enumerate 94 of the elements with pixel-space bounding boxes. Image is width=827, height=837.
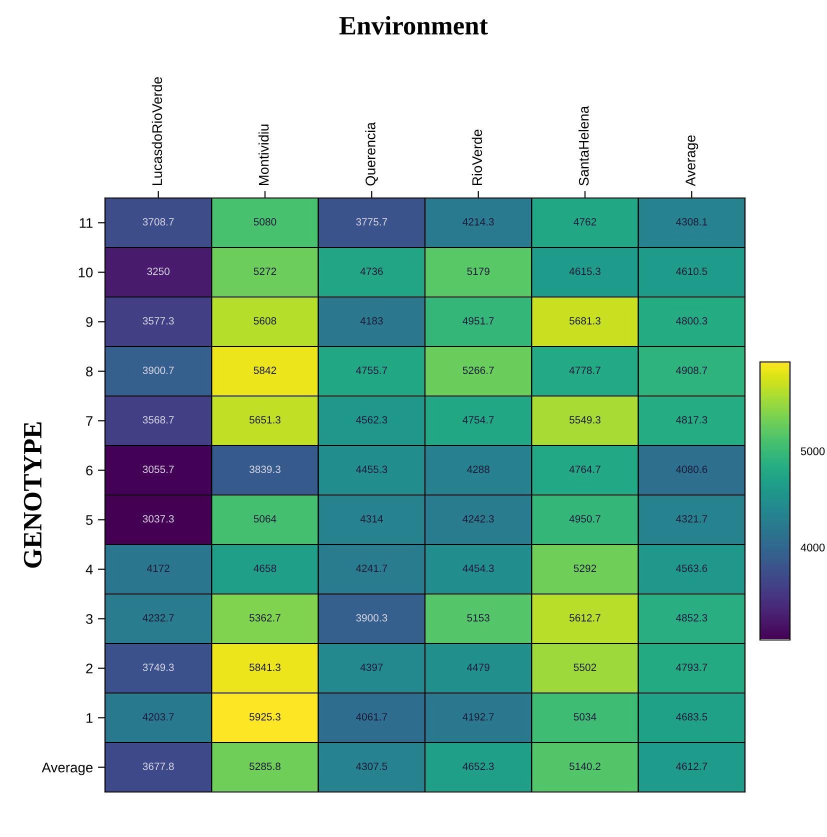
data-label: 4232.7 <box>142 614 174 622</box>
data-label: 3577.3 <box>142 317 174 325</box>
chart-title: Environment <box>339 16 488 35</box>
y-tick-label: 7 <box>86 416 92 426</box>
data-label: 4172 <box>146 564 170 572</box>
data-label: 4061.7 <box>356 713 388 721</box>
data-label: 5502 <box>574 664 596 672</box>
data-label: 4192.7 <box>462 713 494 721</box>
data-label: 5140.2 <box>569 762 600 770</box>
data-label: 3900.7 <box>142 366 174 374</box>
data-label: 4479 <box>466 664 490 672</box>
data-label: 4563.6 <box>676 564 708 572</box>
x-tick-label: LucasdoRioVerde <box>152 77 162 186</box>
data-label: 4951.7 <box>462 317 494 325</box>
data-label: 5681.3 <box>569 317 600 325</box>
data-label: 3055.7 <box>142 466 174 474</box>
color-bar-label: 4000 <box>800 544 825 552</box>
data-label: 3037.3 <box>142 515 174 523</box>
y-tick-label: 4 <box>86 564 93 574</box>
data-label: 3708.7 <box>142 218 174 226</box>
data-label: 4736 <box>360 268 383 276</box>
data-label: 4615.3 <box>569 268 600 276</box>
data-label: 4288 <box>466 466 490 474</box>
data-label: 5064 <box>254 515 276 523</box>
y-axis-title: GENOTYPE <box>24 422 42 568</box>
data-label: 4764.7 <box>569 466 600 474</box>
data-label: 5925.3 <box>249 713 280 721</box>
data-label: 4652.3 <box>462 762 494 770</box>
x-tick-label: RioVerde <box>472 130 482 186</box>
data-label: 5266.7 <box>462 366 494 374</box>
data-label: 3250 <box>147 268 170 276</box>
data-label: 4610.5 <box>676 268 708 276</box>
data-label: 4908.7 <box>676 366 708 374</box>
y-tick-label: 5 <box>86 515 93 525</box>
data-label: 4455.3 <box>356 466 388 474</box>
y-tick-label: 2 <box>86 664 92 674</box>
data-label: 4308.1 <box>676 218 708 226</box>
data-label: 4778.7 <box>569 366 600 374</box>
data-label: 4683.5 <box>676 713 708 721</box>
data-label: 4307.5 <box>356 762 388 770</box>
data-label: 4562.3 <box>356 416 388 424</box>
x-tick-label: SantaHelena <box>578 106 589 186</box>
y-tick-label: 10 <box>78 268 93 278</box>
data-label: 5292 <box>574 564 596 572</box>
y-tick-label: Average <box>42 762 93 776</box>
data-label: 4755.7 <box>356 366 388 374</box>
data-label: 4242.3 <box>462 515 494 523</box>
data-label: 5285.8 <box>249 762 280 770</box>
data-label: 4183 <box>360 317 383 325</box>
y-tick-label: 8 <box>86 366 93 376</box>
data-label: 4754.7 <box>462 416 494 424</box>
data-label: 5549.3 <box>569 416 600 424</box>
data-label: 4950.7 <box>569 515 600 523</box>
data-label: 5651.3 <box>249 416 280 424</box>
data-label: 5608 <box>254 317 276 325</box>
data-label: 5179 <box>467 268 490 276</box>
data-label: 4658 <box>254 564 276 572</box>
y-tick-label: 6 <box>86 466 93 476</box>
x-tick-label: Average <box>686 135 698 186</box>
data-label: 5034 <box>574 713 596 721</box>
y-tick-label: 1 <box>86 713 93 723</box>
data-label: 3839.3 <box>249 466 280 474</box>
data-label: 4080.6 <box>676 466 708 474</box>
data-label: 3568.7 <box>142 416 174 424</box>
data-label: 5842 <box>254 366 276 374</box>
data-label: 4321.7 <box>676 515 708 523</box>
data-label: 4241.7 <box>356 564 388 572</box>
data-label: 4203.7 <box>142 713 174 721</box>
data-label: 3677.8 <box>142 762 174 770</box>
data-label: 4800.3 <box>676 317 708 325</box>
x-tick-label: Querencia <box>365 122 378 186</box>
y-tick-label: 3 <box>86 614 93 624</box>
data-label: 5362.7 <box>249 614 280 622</box>
data-label: 4762 <box>574 218 596 226</box>
data-label: 5841.3 <box>249 664 280 672</box>
data-label: 3775.7 <box>356 218 388 226</box>
data-label: 5080 <box>254 218 276 226</box>
data-label: 5153 <box>467 614 490 622</box>
y-tick-label: 11 <box>80 218 93 228</box>
data-label: 4817.3 <box>676 416 708 424</box>
data-label: 5272 <box>254 268 276 276</box>
data-label: 4612.7 <box>676 762 708 770</box>
data-label: 3900.3 <box>356 614 388 622</box>
data-label: 4793.7 <box>676 664 708 672</box>
data-label: 3749.3 <box>142 664 174 672</box>
color-bar-label: 5000 <box>800 447 825 456</box>
data-label: 4214.3 <box>462 218 494 226</box>
data-label: 4454.3 <box>462 564 494 572</box>
data-label: 5612.7 <box>569 614 600 622</box>
data-label: 4852.3 <box>676 614 708 622</box>
data-label: 4314 <box>360 515 383 523</box>
data-label: 4397 <box>360 664 383 672</box>
x-tick-label: Montividiu <box>258 124 269 186</box>
y-tick-label: 9 <box>86 317 93 327</box>
